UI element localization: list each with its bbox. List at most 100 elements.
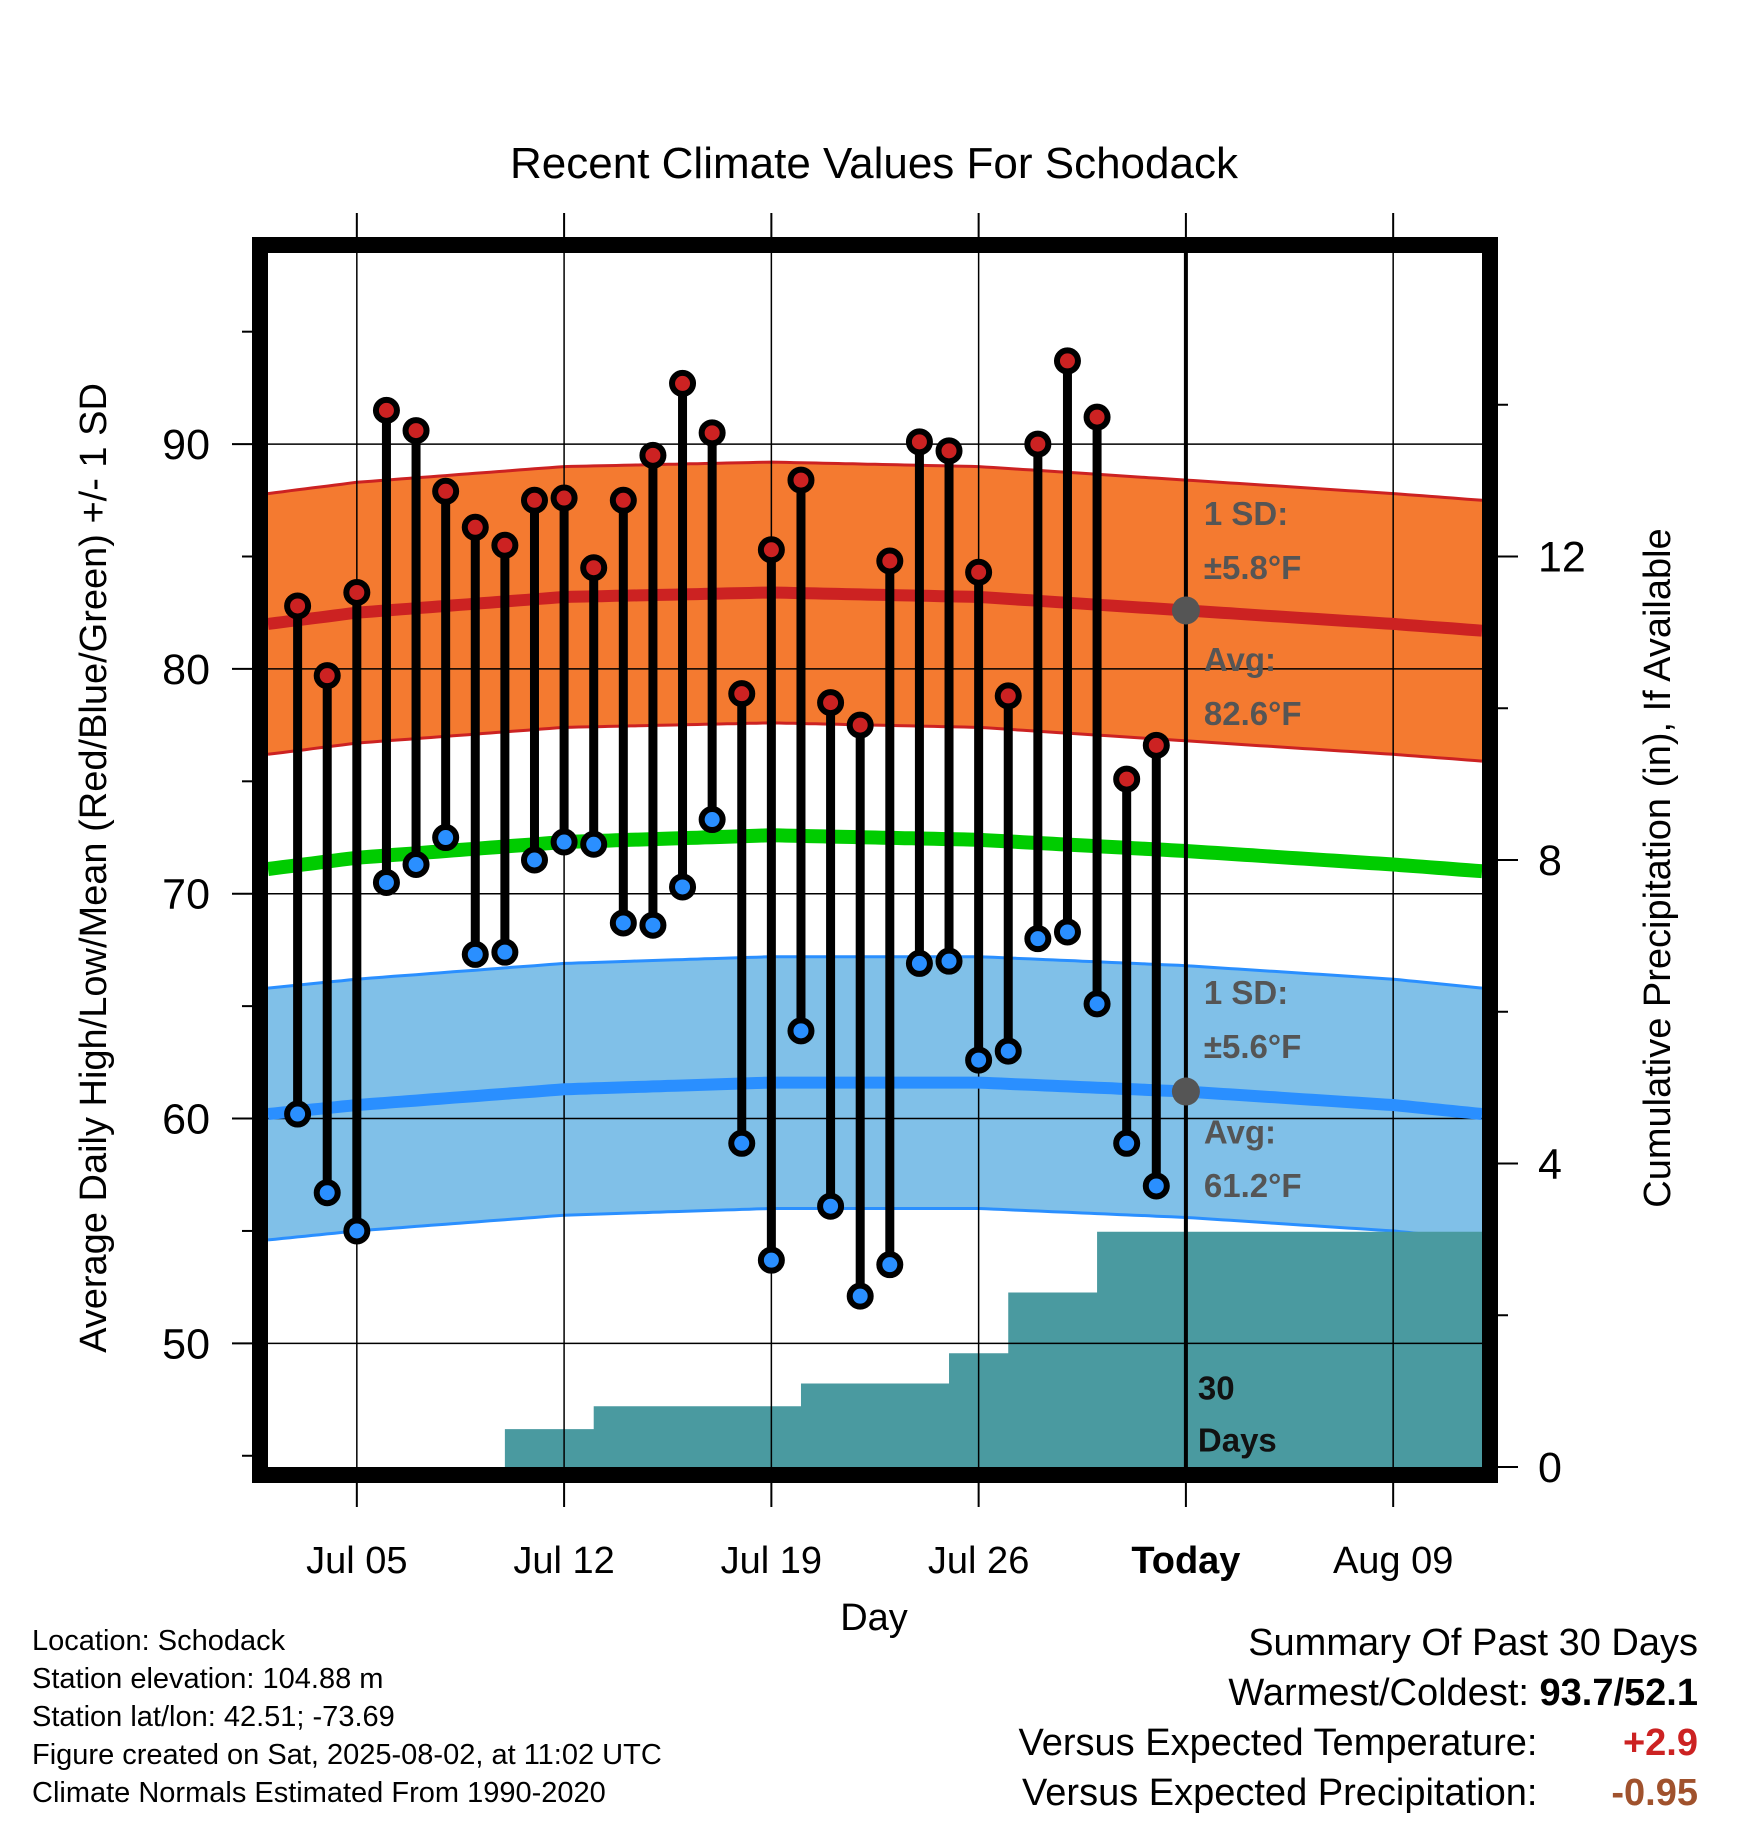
low-point [876, 1251, 904, 1279]
low-sd-lower-edge [267, 1207, 1483, 1242]
high-point [580, 554, 608, 582]
low-point [846, 1282, 874, 1310]
low-point [491, 938, 519, 966]
high-point [787, 466, 815, 494]
low-sd-label: 1 SD: [1204, 974, 1288, 1011]
low-point [1053, 918, 1081, 946]
high-sd-band [268, 462, 1482, 762]
days-label: Days [1198, 1421, 1277, 1458]
temp-label: Versus Expected Temperature: [1018, 1722, 1538, 1764]
low-point [639, 911, 667, 939]
high-point [698, 419, 726, 447]
high-point [284, 592, 312, 620]
low-point [372, 868, 400, 896]
station-info: Location: Schodack Station elevation: 10… [32, 1622, 662, 1812]
low-point [402, 850, 430, 878]
high-sd-lower-edge [267, 721, 1483, 763]
y-axis-label: Average Daily High/Low/Mean (Red/Blue/Gr… [73, 383, 115, 1353]
low-point [609, 909, 637, 937]
x-tick-label: Jul 26 [928, 1540, 1029, 1582]
y-tick-label: 60 [162, 1096, 210, 1144]
high-avg-value: 82.6°F [1204, 695, 1302, 732]
low-avg-value: 61.2°F [1204, 1167, 1302, 1204]
low-point [520, 846, 548, 874]
low-point [461, 940, 489, 968]
high-point [1113, 765, 1141, 793]
low-point [905, 949, 933, 977]
low-point [1113, 1129, 1141, 1157]
y2-tick-label: 4 [1538, 1141, 1562, 1189]
high-point [1024, 430, 1052, 458]
high-point [846, 711, 874, 739]
low-point [669, 873, 697, 901]
high-point [1142, 731, 1170, 759]
x-tick-label: Jul 12 [513, 1540, 614, 1582]
y2-tick-label: 8 [1538, 837, 1562, 885]
low-point [1024, 925, 1052, 953]
axes: 50 60 70 80 90 0 4 8 12 Jul 05 Jul 12 Jul 19 Jul 26 T… [162, 213, 1586, 1582]
low-point [432, 824, 460, 852]
high-point [609, 486, 637, 514]
summary-panel: Summary Of Past 30 Days Warmest/Coldest:… [1019, 1618, 1698, 1818]
low-point [728, 1129, 756, 1157]
latlon-text: Station lat/lon: 42.51; -73.69 [32, 1701, 395, 1733]
low-point [284, 1100, 312, 1128]
y2-axis-label: Cumulative Precipitation (in), If Availa… [1637, 528, 1679, 1207]
precip-value: -0.95 [1611, 1772, 1698, 1814]
y-tick-label: 90 [162, 421, 210, 469]
today-high-avg-marker [1171, 596, 1200, 625]
warm-cold-label: Warmest/Coldest: [1228, 1672, 1529, 1714]
y-tick-label: 70 [162, 871, 210, 919]
elevation-text: Station elevation: 104.88 m [32, 1663, 384, 1695]
high-point [876, 547, 904, 575]
high-point [372, 396, 400, 424]
high-point [491, 531, 519, 559]
normals-text: Climate Normals Estimated From 1990-2020 [32, 1777, 606, 1809]
high-point [935, 437, 963, 465]
high-point [313, 662, 341, 690]
low-point [965, 1046, 993, 1074]
x-axis-label: Day [840, 1597, 908, 1639]
warm-cold-row: Warmest/Coldest: 93.7/52.1 [1019, 1668, 1698, 1718]
high-point [728, 680, 756, 708]
today-low-avg-marker [1171, 1077, 1200, 1106]
plot-frame [252, 237, 1498, 1483]
high-point [1053, 347, 1081, 375]
low-point [550, 828, 578, 856]
y-tick-label: 50 [162, 1320, 210, 1368]
low-point [313, 1179, 341, 1207]
high-point [669, 369, 697, 397]
y-tick-label: 80 [162, 646, 210, 694]
x-tick-label: Today [1131, 1540, 1240, 1582]
high-point [757, 536, 785, 564]
mean-avg-line [267, 828, 1483, 879]
high-point [965, 558, 993, 586]
location-text: Location: Schodack [32, 1625, 286, 1657]
created-text: Figure created on Sat, 2025-08-02, at 11… [32, 1739, 662, 1771]
high-sd-value: ±5.8°F [1204, 549, 1301, 586]
x-tick-label: Jul 05 [306, 1540, 407, 1582]
high-point [639, 441, 667, 469]
precip-area [475, 1231, 1482, 1467]
low-sd-upper-edge [267, 955, 1483, 990]
y2-tick-label: 0 [1538, 1444, 1562, 1492]
precip-row: Versus Expected Precipitation: -0.95 [1019, 1768, 1698, 1818]
high-sd-label: 1 SD: [1204, 495, 1288, 532]
high-avg-line [267, 586, 1483, 637]
low-point [343, 1217, 371, 1245]
high-point [461, 513, 489, 541]
temp-value: +2.9 [1622, 1722, 1698, 1764]
low-point [935, 947, 963, 975]
summary-title: Summary Of Past 30 Days [1248, 1622, 1698, 1664]
low-point [787, 1017, 815, 1045]
high-point [905, 428, 933, 456]
low-point [1083, 990, 1111, 1018]
high-point [432, 477, 460, 505]
y2-tick-label: 12 [1538, 534, 1586, 582]
low-point [698, 806, 726, 834]
low-sd-value: ±5.6°F [1204, 1028, 1301, 1065]
high-point [520, 486, 548, 514]
plot-area: 1 SD: ±5.8°F Avg: 82.6°F 1 SD: ±5.6°F Avg: 61.2… [267, 243, 1483, 1477]
low-point [1142, 1172, 1170, 1200]
